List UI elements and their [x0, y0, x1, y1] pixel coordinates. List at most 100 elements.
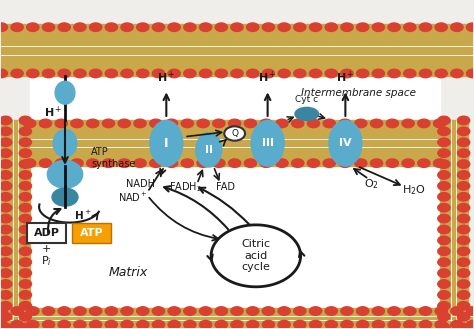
- Circle shape: [27, 307, 39, 315]
- Circle shape: [0, 138, 12, 146]
- Circle shape: [457, 138, 470, 146]
- Circle shape: [102, 119, 115, 128]
- Circle shape: [278, 320, 290, 329]
- Circle shape: [325, 69, 337, 78]
- Circle shape: [42, 307, 55, 315]
- Circle shape: [137, 69, 149, 78]
- Circle shape: [200, 69, 212, 78]
- Circle shape: [457, 291, 470, 299]
- Circle shape: [0, 247, 12, 256]
- Circle shape: [294, 69, 306, 78]
- Text: Intermembrane space: Intermembrane space: [301, 88, 416, 98]
- Circle shape: [325, 23, 337, 32]
- Circle shape: [262, 23, 274, 32]
- Circle shape: [19, 160, 31, 168]
- Circle shape: [457, 323, 470, 329]
- Circle shape: [152, 307, 164, 315]
- Circle shape: [341, 69, 353, 78]
- Bar: [1, 1, 473, 24]
- Circle shape: [165, 159, 178, 167]
- Circle shape: [419, 320, 432, 329]
- Circle shape: [197, 119, 209, 128]
- Circle shape: [435, 307, 447, 315]
- Circle shape: [0, 225, 12, 234]
- Circle shape: [24, 119, 36, 128]
- Bar: [30, 120, 439, 166]
- Circle shape: [438, 291, 450, 299]
- Circle shape: [102, 159, 115, 167]
- Circle shape: [42, 69, 55, 78]
- Text: IV: IV: [339, 138, 352, 148]
- Circle shape: [0, 307, 8, 315]
- Circle shape: [42, 320, 55, 329]
- Circle shape: [435, 23, 447, 32]
- Circle shape: [0, 320, 8, 329]
- Circle shape: [19, 323, 31, 329]
- Circle shape: [19, 236, 31, 245]
- Circle shape: [42, 23, 55, 32]
- Circle shape: [457, 269, 470, 277]
- Circle shape: [19, 214, 31, 223]
- Circle shape: [184, 69, 196, 78]
- Circle shape: [19, 149, 31, 157]
- Ellipse shape: [196, 133, 222, 167]
- Circle shape: [105, 307, 118, 315]
- Circle shape: [418, 159, 430, 167]
- Circle shape: [438, 258, 450, 266]
- Ellipse shape: [295, 107, 319, 120]
- Circle shape: [231, 307, 243, 315]
- Circle shape: [0, 69, 8, 78]
- Circle shape: [0, 291, 12, 299]
- Ellipse shape: [53, 129, 77, 157]
- Circle shape: [200, 307, 212, 315]
- Circle shape: [294, 320, 306, 329]
- Circle shape: [19, 127, 31, 136]
- Circle shape: [438, 236, 450, 245]
- Circle shape: [181, 119, 193, 128]
- Circle shape: [19, 247, 31, 256]
- Circle shape: [71, 159, 83, 167]
- Circle shape: [246, 69, 259, 78]
- Circle shape: [19, 138, 31, 146]
- Text: ATP
synthase: ATP synthase: [91, 147, 135, 169]
- Circle shape: [224, 126, 245, 141]
- Circle shape: [27, 69, 39, 78]
- Text: Q: Q: [231, 129, 238, 138]
- Circle shape: [0, 269, 12, 277]
- Bar: [30, 166, 439, 328]
- Circle shape: [74, 320, 86, 329]
- Circle shape: [466, 23, 474, 32]
- Circle shape: [372, 320, 384, 329]
- Text: O$_2$: O$_2$: [364, 177, 379, 191]
- Circle shape: [0, 203, 12, 212]
- Ellipse shape: [52, 188, 78, 206]
- Circle shape: [168, 23, 180, 32]
- Circle shape: [184, 23, 196, 32]
- Circle shape: [0, 192, 12, 201]
- Circle shape: [457, 225, 470, 234]
- Text: P$_i$: P$_i$: [41, 254, 52, 268]
- Circle shape: [294, 307, 306, 315]
- Circle shape: [87, 119, 99, 128]
- Circle shape: [0, 302, 12, 310]
- Circle shape: [438, 192, 450, 201]
- Circle shape: [0, 23, 8, 32]
- Circle shape: [278, 307, 290, 315]
- Text: H$^+$: H$^+$: [258, 69, 277, 85]
- Circle shape: [58, 69, 70, 78]
- Circle shape: [184, 307, 196, 315]
- Circle shape: [438, 302, 450, 310]
- Ellipse shape: [55, 81, 75, 104]
- Circle shape: [438, 160, 450, 168]
- Circle shape: [278, 69, 290, 78]
- Circle shape: [90, 320, 102, 329]
- Circle shape: [228, 119, 241, 128]
- Circle shape: [419, 23, 432, 32]
- Circle shape: [58, 23, 70, 32]
- Circle shape: [246, 23, 259, 32]
- Circle shape: [355, 159, 367, 167]
- Circle shape: [457, 214, 470, 223]
- Circle shape: [58, 307, 70, 315]
- Circle shape: [438, 116, 450, 125]
- Circle shape: [457, 127, 470, 136]
